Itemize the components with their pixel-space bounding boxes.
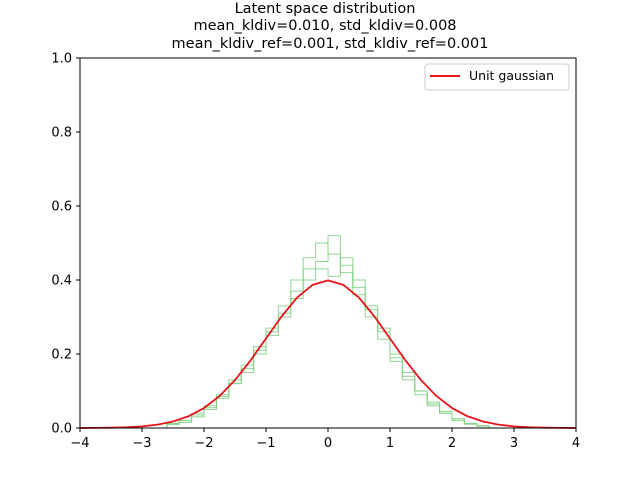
x-tick-label: −3 <box>132 436 151 451</box>
curve-layer <box>79 279 577 429</box>
x-tick-label: 1 <box>386 436 394 451</box>
y-tick-label: 0.8 <box>51 126 72 141</box>
title-line-3: mean_kldiv_ref=0.001, std_kldiv_ref=0.00… <box>172 36 489 52</box>
y-tick-label: 1.0 <box>51 52 72 67</box>
x-tick-label: 3 <box>510 436 518 451</box>
x-tick-label: −4 <box>70 436 89 451</box>
x-tick-label: 4 <box>572 436 580 451</box>
y-tick-label: 0.4 <box>51 274 72 289</box>
x-tick-label: 0 <box>324 436 332 451</box>
legend-box <box>424 63 570 91</box>
legend: Unit gaussian <box>424 63 570 91</box>
legend-label-unit-gaussian: Unit gaussian <box>469 68 554 83</box>
y-tick-label: 0.6 <box>51 200 72 215</box>
y-axis: 0.0 0.2 0.4 0.6 0.8 1.0 <box>51 52 80 437</box>
x-tick-label: −1 <box>256 436 275 451</box>
y-tick-label: 0.0 <box>51 422 72 437</box>
x-tick-label: −2 <box>194 436 213 451</box>
x-axis: −4 −3 −2 −1 0 1 2 3 4 <box>70 428 580 451</box>
chart-title: Latent space distribution mean_kldiv=0.0… <box>172 1 489 52</box>
x-tick-label: 2 <box>448 436 456 451</box>
title-line-2: mean_kldiv=0.010, std_kldiv=0.008 <box>193 18 456 34</box>
title-line-1: Latent space distribution <box>235 1 416 17</box>
histogram-series-3 <box>166 257 490 428</box>
unit-gaussian-line <box>79 279 577 429</box>
y-tick-label: 0.2 <box>51 348 72 363</box>
